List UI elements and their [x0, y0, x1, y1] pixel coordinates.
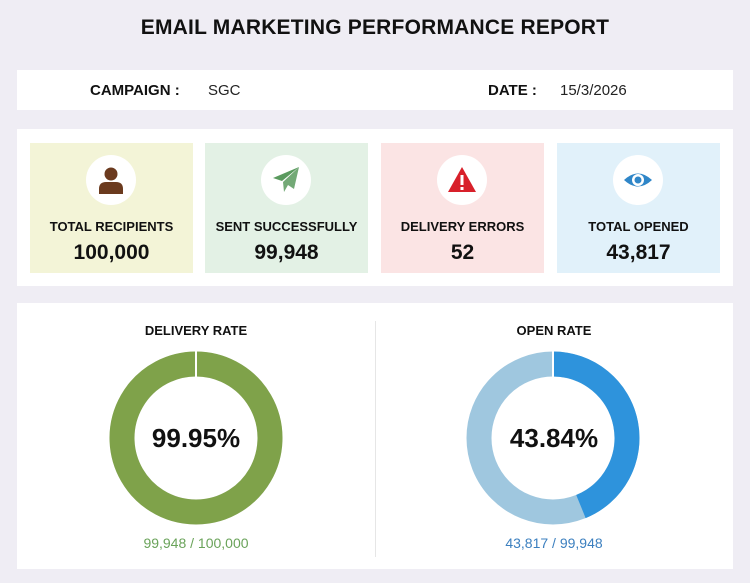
delivery-rate-title: DELIVERY RATE	[144, 323, 248, 338]
person-icon	[86, 155, 136, 205]
card-sent-successfully: SENT SUCCESSFULLY 99,948	[205, 143, 368, 273]
open-rate-caption: 43,817 / 99,948	[505, 535, 603, 551]
open-rate-donut	[466, 351, 640, 525]
delivery-rate-caption: 99,948 / 100,000	[143, 535, 249, 551]
open-rate-value-arc	[552, 351, 640, 519]
report-title: EMAIL MARKETING PERFORMANCE REPORT	[140, 16, 610, 39]
warning-icon	[437, 155, 487, 205]
eye-icon	[613, 155, 663, 205]
card-value: 43,817	[606, 241, 671, 264]
delivery-rate-value-arc	[109, 351, 283, 525]
campaign-info-bar: CAMPAIGN : SGC DATE : 15/3/2026	[17, 70, 733, 110]
card-label: DELIVERY ERRORS	[400, 219, 525, 234]
campaign-label: CAMPAIGN :	[90, 82, 180, 99]
charts-divider	[375, 321, 376, 557]
open-rate-value: 43.84%	[509, 423, 599, 453]
delivery-rate-donut	[109, 351, 283, 525]
card-label: SENT SUCCESSFULLY	[215, 219, 358, 234]
card-total-recipients: TOTAL RECIPIENTS 100,000	[30, 143, 193, 273]
card-value: 99,948	[254, 241, 319, 264]
card-delivery-errors: DELIVERY ERRORS 52	[381, 143, 544, 273]
paper-plane-icon	[261, 155, 311, 205]
card-label: TOTAL RECIPIENTS	[49, 219, 174, 234]
card-label: TOTAL OPENED	[588, 219, 689, 234]
card-total-opened: TOTAL OPENED 43,817	[557, 143, 720, 273]
kpi-cards-panel: TOTAL RECIPIENTS 100,000 SENT SUCCESSFUL…	[17, 129, 733, 286]
card-value: 52	[450, 241, 475, 264]
open-rate-title: OPEN RATE	[516, 323, 592, 338]
date-label: DATE :	[488, 82, 537, 99]
card-value: 100,000	[73, 241, 150, 264]
charts-panel: DELIVERY RATE 99.95% 99,948 / 100,000 OP…	[17, 303, 733, 569]
date-value: 15/3/2026	[560, 82, 627, 99]
campaign-value: SGC	[208, 82, 241, 99]
delivery-rate-value: 99.95%	[151, 423, 241, 453]
